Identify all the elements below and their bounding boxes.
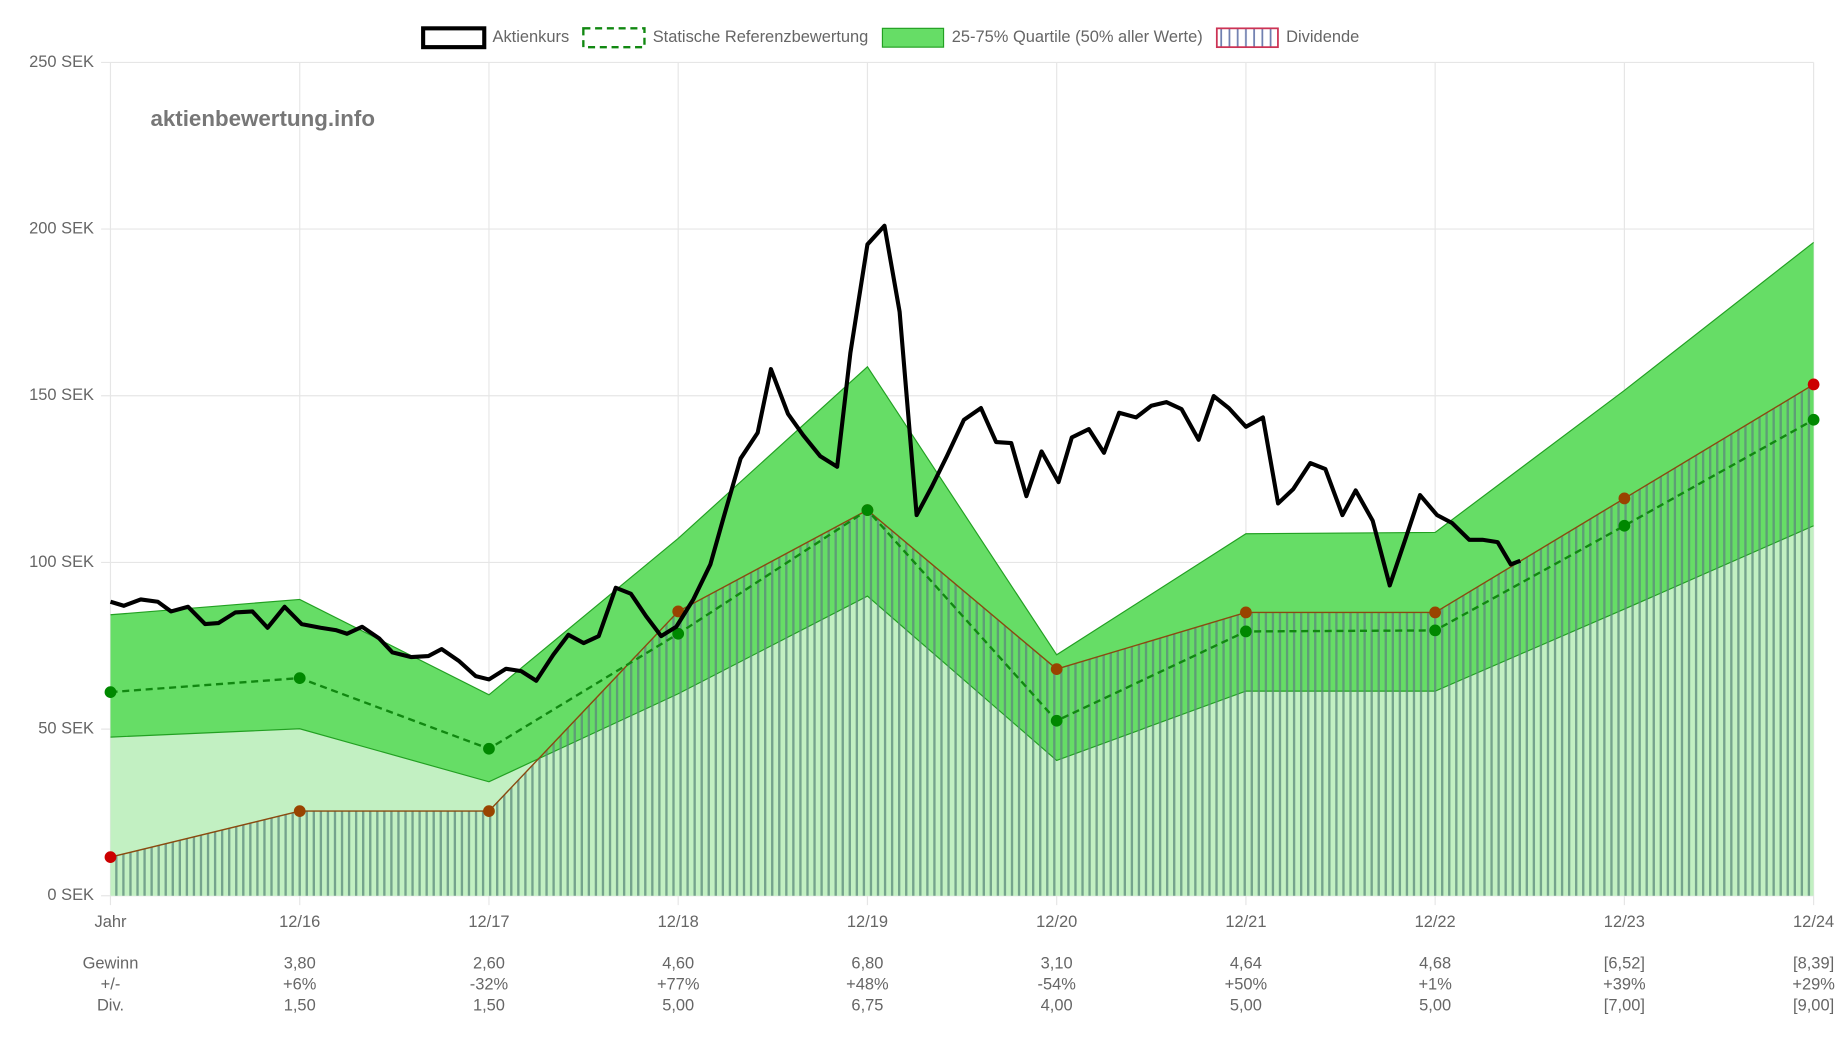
table-cell: 6,75 [851, 997, 883, 1015]
table-cell: 5,00 [1230, 997, 1262, 1015]
table-cell: +6% [283, 975, 317, 993]
table-cell: +77% [657, 975, 700, 993]
legend-label: Dividende [1286, 28, 1359, 46]
reference-point [104, 686, 117, 698]
table-cell: 5,00 [1419, 997, 1451, 1015]
table-cell: [6,52] [1604, 954, 1645, 972]
dividend-line [110, 383, 1814, 858]
reference-point [1618, 519, 1631, 532]
watermark: aktienbewertung.info [150, 106, 375, 131]
table-cell: [9,00] [1793, 997, 1834, 1015]
dividend-point [1240, 606, 1252, 619]
reference-point [293, 672, 306, 684]
table-cell: +39% [1603, 975, 1646, 993]
reference-point [672, 627, 685, 640]
x-tick-label: 12/20 [1036, 913, 1077, 931]
x-tick-label: Jahr [94, 913, 127, 931]
table-cell: 4,60 [662, 954, 694, 972]
reference-point [1240, 625, 1252, 638]
x-tick-label: 12/17 [468, 913, 509, 931]
dividend-point [672, 605, 685, 618]
reference-point [1807, 413, 1820, 426]
plot [104, 223, 1820, 896]
row-label: Gewinn [83, 954, 139, 972]
reference-point [1050, 714, 1063, 727]
labels: aktienbewertung.info 0 SEK 50 SEK 100 SEK 1… [29, 26, 1835, 1015]
reference-point [483, 742, 495, 755]
row-label: +/- [101, 975, 121, 993]
price-line [109, 223, 1522, 683]
dividend-point [1050, 663, 1063, 675]
table-cell: +1% [1418, 975, 1452, 993]
table-cell: 1,50 [284, 997, 316, 1015]
legend-swatch [421, 26, 487, 50]
table-cell: 3,80 [284, 954, 316, 972]
dividend-point [293, 805, 306, 817]
x-tick-label: 12/24 [1793, 913, 1834, 931]
reference-point [861, 504, 874, 516]
x-tick-label: 12/23 [1604, 913, 1645, 931]
table-cell: 3,10 [1041, 954, 1073, 972]
table-cell: 1,50 [473, 997, 505, 1015]
x-tick-label: 12/21 [1225, 913, 1266, 931]
row-label: Div. [97, 997, 124, 1015]
x-tick-label: 12/18 [658, 913, 699, 931]
y-tick-label: 0 SEK [47, 886, 94, 904]
reference-line [110, 418, 1815, 751]
dividend-point [1429, 606, 1442, 619]
reference-point [1429, 624, 1442, 637]
y-tick-label: 250 SEK [29, 53, 94, 71]
legend-swatch [881, 27, 945, 48]
table-cell: +50% [1225, 975, 1268, 993]
legend-label: Statische Referenzbewertung [653, 28, 869, 46]
y-tick-label: 100 SEK [29, 553, 94, 571]
dividend-point [483, 805, 495, 817]
legend-label: Aktienkurs [492, 28, 569, 46]
dividend-point [1618, 492, 1631, 505]
table-cell: [8,39] [1793, 954, 1834, 972]
y-tick-label: 150 SEK [29, 386, 94, 404]
table-cell: 4,64 [1230, 954, 1262, 972]
y-tick-label: 50 SEK [38, 719, 94, 737]
x-tick-label: 12/19 [847, 913, 888, 931]
quartile-high-line [110, 241, 1814, 696]
table-cell: 4,68 [1419, 954, 1451, 972]
y-tick-label: 200 SEK [29, 219, 94, 237]
legend-swatch [1215, 27, 1279, 49]
table-cell: 4,00 [1041, 997, 1073, 1015]
table-cell: -54% [1037, 975, 1076, 993]
legend-label: 25-75% Quartile (50% aller Werte) [952, 28, 1203, 46]
dividend-point [104, 851, 117, 863]
table-cell: 2,60 [473, 954, 505, 972]
legend-swatch [582, 27, 646, 49]
table-cell: [7,00] [1604, 997, 1645, 1015]
table-cell: 6,80 [851, 954, 883, 972]
table-cell: +48% [846, 975, 889, 993]
x-tick-label: 12/16 [279, 913, 320, 931]
table-cell: -32% [470, 975, 509, 993]
table-cell: 5,00 [662, 997, 694, 1015]
x-tick-label: 12/22 [1415, 913, 1456, 931]
dividend-area [110, 384, 1814, 896]
dividend-point [1807, 378, 1820, 391]
table-cell: +29% [1792, 975, 1835, 993]
